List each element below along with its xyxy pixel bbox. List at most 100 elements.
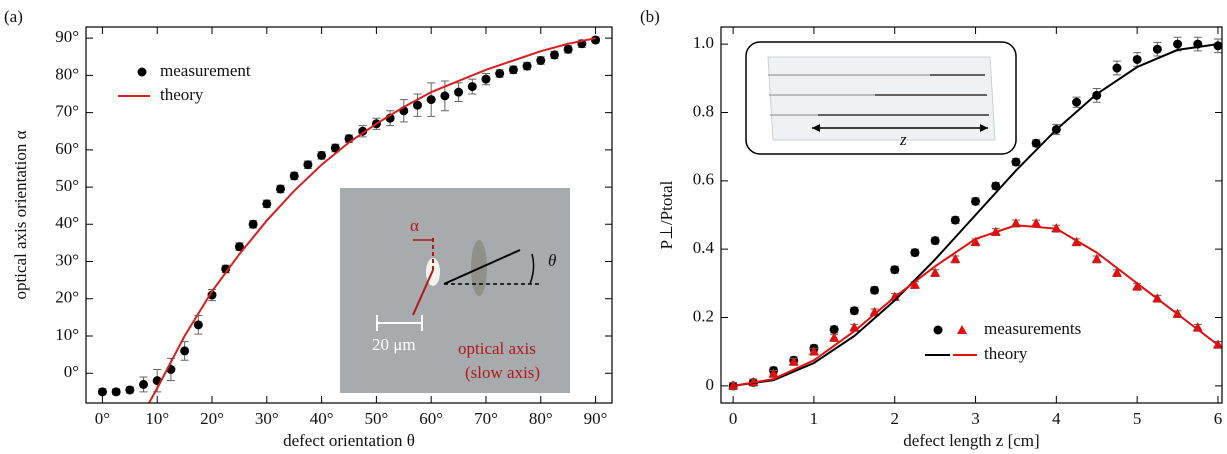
data-point <box>303 160 313 170</box>
y-tick-label: 0.6 <box>693 170 714 189</box>
x-tick-label: 2 <box>890 409 899 428</box>
data-point <box>930 236 940 246</box>
annotation: optical axis <box>458 339 536 358</box>
plot-area <box>97 35 601 403</box>
data-point <box>869 306 880 316</box>
x-axis-label: defect length z [cm] <box>903 431 1039 450</box>
data-point <box>330 143 340 153</box>
data-point <box>1132 281 1143 291</box>
theory-line <box>732 43 1219 387</box>
data-point <box>1072 97 1082 107</box>
panel-label: (b) <box>640 7 660 26</box>
data-point <box>1132 54 1142 64</box>
legend-label: measurements <box>984 319 1081 338</box>
legend-label: theory <box>160 85 204 104</box>
data-point <box>930 267 941 277</box>
annotation: (slow axis) <box>465 363 540 382</box>
data-point <box>522 61 532 71</box>
x-tick-label: 6 <box>1214 409 1223 428</box>
x-tick-label: 60° <box>419 409 443 428</box>
data-point <box>1152 44 1162 54</box>
data-point <box>495 69 505 79</box>
data-point <box>180 346 190 356</box>
y-tick-label: 10° <box>55 325 79 344</box>
data-point <box>97 387 107 397</box>
data-point <box>870 285 880 295</box>
data-point <box>412 100 422 110</box>
x-axis-label: defect orientation θ <box>283 431 415 450</box>
data-point <box>890 265 900 275</box>
data-point <box>970 236 981 246</box>
annotation: θ <box>548 251 556 270</box>
data-point <box>276 184 286 194</box>
data-point <box>481 74 491 84</box>
data-point <box>909 279 920 289</box>
data-point <box>950 253 961 263</box>
y-axis-label: optical axis orientation α <box>11 130 30 299</box>
theory-line <box>732 224 1219 387</box>
x-tick-label: 3 <box>971 409 980 428</box>
data-point <box>563 44 573 54</box>
data-point <box>950 215 960 225</box>
data-point <box>591 35 601 45</box>
y-tick-label: 1.0 <box>693 33 714 52</box>
y-tick-label: 90° <box>55 27 79 46</box>
data-point <box>788 356 799 366</box>
y-tick-label: 40° <box>55 213 79 232</box>
legend-marker <box>933 325 943 335</box>
y-axis-label: P⊥/Ptotal <box>657 180 676 249</box>
y-tick-label: 20° <box>55 288 79 307</box>
axes-frame <box>720 26 1223 404</box>
y-tick-label: 0.8 <box>693 101 714 120</box>
x-tick-label: 50° <box>364 409 388 428</box>
x-tick-label: 80° <box>529 409 553 428</box>
inset-photo: α θ 20 μm optical axis (slow axis) <box>340 188 570 393</box>
x-tick-label: 0 <box>729 409 738 428</box>
legend-label: measurement <box>160 61 251 80</box>
y-tick-label: 0 <box>706 375 715 394</box>
y-tick-label: 50° <box>55 176 79 195</box>
data-point <box>139 379 149 389</box>
inset-diagram: z <box>745 41 1017 155</box>
axes-frame <box>85 26 613 404</box>
data-point <box>234 242 244 252</box>
x-tick-label: 20° <box>200 409 224 428</box>
data-point <box>193 320 203 330</box>
y-tick-label: 60° <box>55 139 79 158</box>
legend-marker <box>137 67 147 77</box>
data-point <box>317 150 327 160</box>
data-point <box>125 385 135 395</box>
data-point <box>248 219 258 229</box>
theory-line <box>148 37 596 403</box>
data-point <box>262 199 272 209</box>
data-point <box>808 346 819 356</box>
x-tick-label: 10° <box>145 409 169 428</box>
data-point <box>829 325 839 335</box>
data-point <box>1111 267 1122 277</box>
y-tick-label: 70° <box>55 102 79 121</box>
data-point <box>1213 41 1222 51</box>
data-point <box>467 82 477 92</box>
plot-area <box>728 36 1222 391</box>
y-tick-label: 0° <box>64 362 79 381</box>
x-tick-label: 90° <box>584 409 608 428</box>
data-point <box>1011 157 1021 167</box>
data-point <box>1091 253 1102 263</box>
y-tick-label: 0.4 <box>693 238 715 257</box>
annotation: 20 μm <box>372 335 416 354</box>
data-point <box>1031 218 1042 228</box>
y-tick-label: 0.2 <box>693 306 714 325</box>
data-point <box>549 50 559 60</box>
data-point <box>1031 138 1041 148</box>
x-tick-label: 30° <box>255 409 279 428</box>
data-point <box>1192 322 1203 332</box>
data-point <box>991 181 1001 191</box>
x-tick-label: 0° <box>95 409 110 428</box>
x-tick-label: 70° <box>474 409 498 428</box>
data-point <box>849 306 859 316</box>
data-point <box>1173 39 1183 49</box>
data-point <box>440 91 450 101</box>
data-point <box>454 87 464 97</box>
data-point <box>207 290 217 300</box>
